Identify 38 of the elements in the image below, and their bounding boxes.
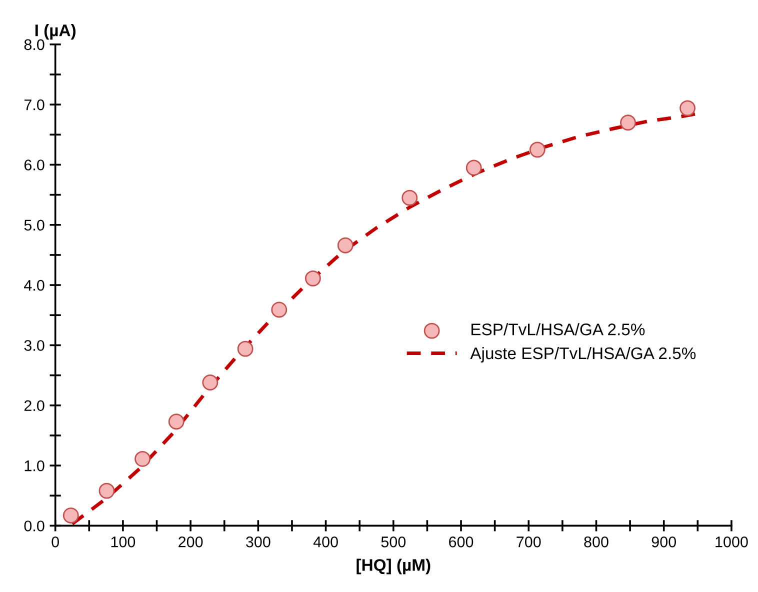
y-axis-title: I (µA) [35,24,76,40]
x-tick-label: 600 [449,536,474,548]
point [237,340,254,357]
x-tick-label: 800 [584,536,608,548]
x-tick-label: 300 [246,536,270,548]
y-tick-label: 8.0 [24,39,44,50]
x-tick-label: 700 [516,536,541,548]
legend-label: ESP/TvL/HSA/GA 2.5% [472,323,645,336]
y-tick-label: 1.0 [24,460,44,472]
point [134,450,151,467]
y-tick-label: 4.0 [24,280,44,291]
y-tick-label: 3.0 [24,340,44,351]
x-axis-title: [HQ] (µM) [356,558,430,574]
x-tick-label: 100 [111,536,136,548]
y-tick-label: 6.0 [24,160,44,170]
point [620,114,636,131]
point [680,100,696,116]
point [202,374,218,390]
x-tick-label: 400 [313,536,338,548]
point [529,142,546,158]
point [271,302,288,318]
point [98,482,115,499]
point [304,270,321,286]
x-tick-label: 1000 [716,536,748,548]
point [402,190,418,206]
legend-label: Ajuste ESP/TvL/HSA/GA 2.5% [470,346,696,363]
y-tick-label: 5.0 [24,220,44,231]
y-tick-label: 0.0 [24,520,44,532]
point [466,160,482,176]
x-tick-label: 200 [178,536,203,548]
y-tick-label: 2.0 [24,400,44,412]
x-tick-label: 500 [381,536,406,548]
point [168,414,184,430]
y-tick-label: 7.0 [24,99,44,110]
x-tick-label: 0 [52,536,59,548]
point [337,237,354,254]
point [62,507,79,524]
x-tick-label: 900 [652,536,676,548]
